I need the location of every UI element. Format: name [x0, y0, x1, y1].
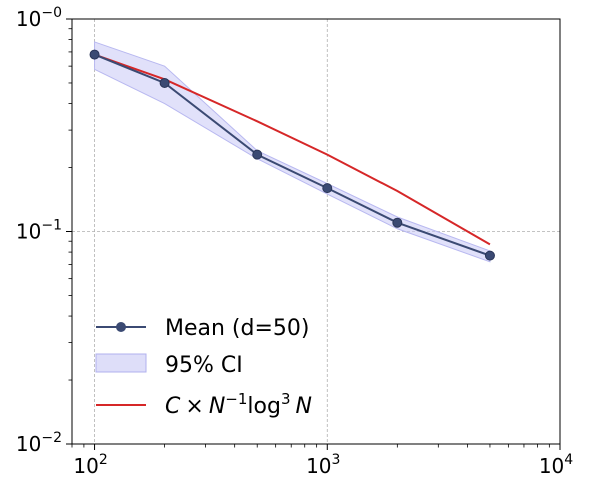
- grid-lines: [72, 19, 560, 444]
- fit-line-layer: [94, 53, 491, 246]
- tick-labels: 102 103 104 10−2 10−1 10−0: [16, 5, 573, 478]
- mean-point: [392, 217, 403, 228]
- legend-ci-patch: [95, 353, 147, 373]
- legend-ci-label: 95% CI: [165, 353, 243, 378]
- legend-mean-label: Mean (d=50): [165, 316, 310, 341]
- x-tick-label: 103: [306, 452, 340, 478]
- mean-series-line: [94, 53, 491, 257]
- legend-mean-marker: [116, 322, 126, 332]
- y-tick-label: 10−1: [16, 218, 62, 244]
- legend: Mean (d=50) 95% CI C × N−1log3 N: [95, 316, 312, 419]
- x-tick-label: 102: [73, 452, 107, 478]
- legend-entry-fit: C × N−1log3 N: [96, 390, 312, 419]
- mean-point: [322, 183, 333, 194]
- y-tick-label: 10−2: [16, 430, 62, 456]
- legend-entry-ci: 95% CI: [95, 353, 243, 378]
- y-tick-label: 10−0: [16, 5, 62, 31]
- legend-entry-mean: Mean (d=50): [96, 316, 310, 341]
- fit-series-line: [94, 53, 491, 246]
- mean-point: [484, 250, 495, 261]
- mean-point: [159, 77, 170, 88]
- mean-point: [89, 49, 100, 60]
- mean-point: [252, 149, 263, 160]
- legend-fit-label: C × N−1log3 N: [165, 390, 312, 419]
- mean-line-layer: [89, 49, 495, 261]
- tick-marks: [66, 18, 561, 450]
- x-tick-label: 104: [539, 452, 573, 478]
